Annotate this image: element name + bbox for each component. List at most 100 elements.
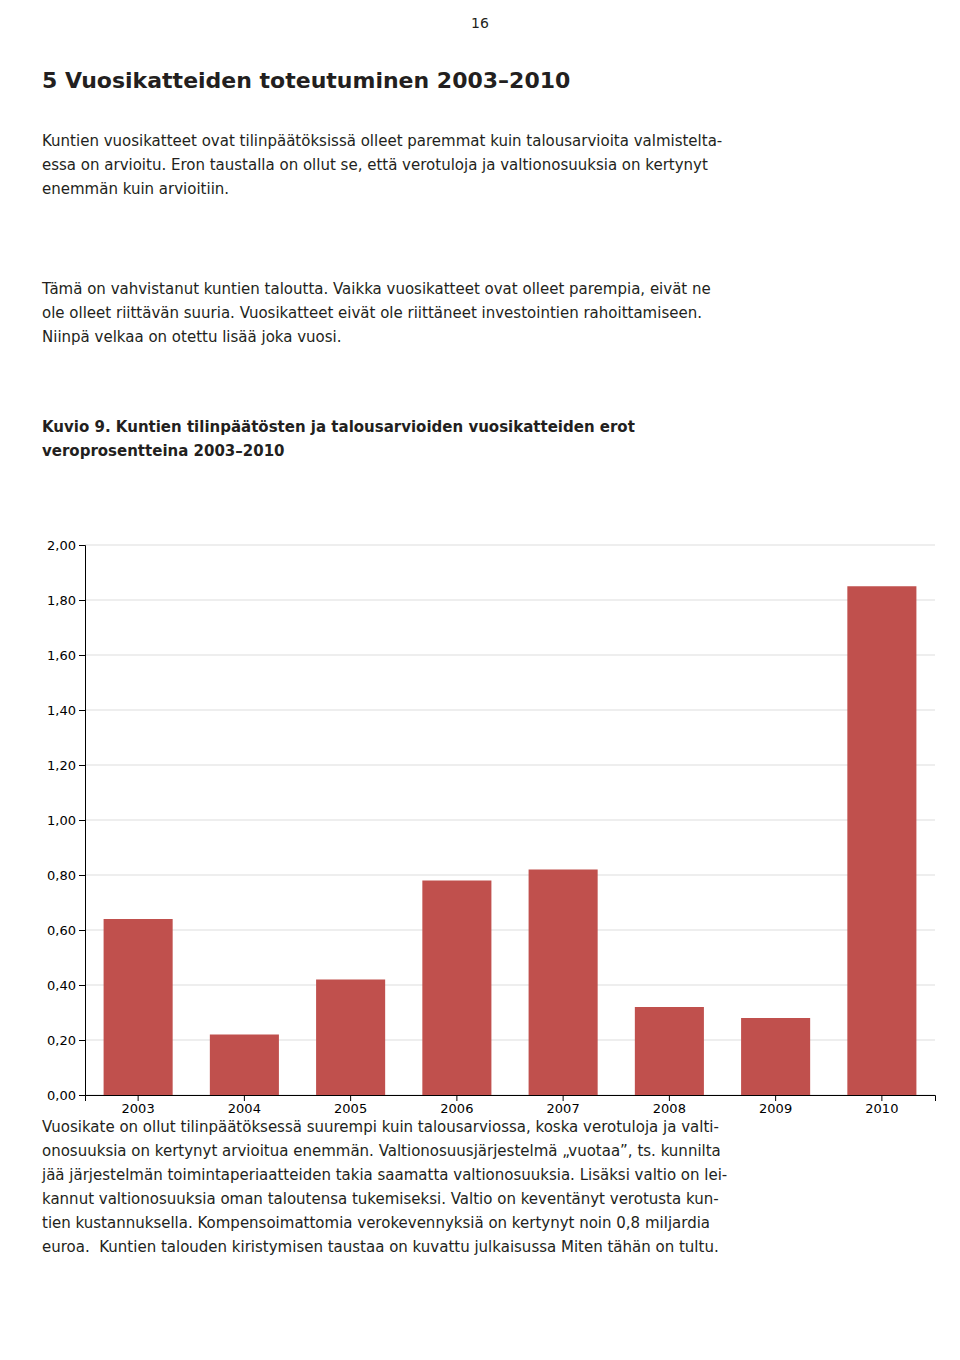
section-title: 5 Vuosikatteiden toteutuminen 2003–2010 [42, 68, 570, 93]
y-tick-mark [79, 1095, 85, 1096]
bars [104, 586, 917, 1095]
x-tick-mark [669, 1095, 670, 1101]
x-tick: 2003 [122, 1095, 155, 1116]
y-tick-label: 0,60 [47, 923, 76, 938]
paragraph-line: Kuntien vuosikatteet ovat tilinpäätöksis… [42, 132, 722, 150]
y-tick-label: 0,20 [47, 1033, 76, 1048]
paragraph-line: onosuuksia on kertynyt arvioitua enemmän… [42, 1142, 721, 1160]
x-tick-label: 2003 [122, 1101, 155, 1116]
page: 16 5 Vuosikatteiden toteutuminen 2003–201… [0, 0, 960, 1360]
grid-line [85, 545, 935, 546]
y-tick: 0,00 [47, 1088, 85, 1103]
x-tick: 2008 [653, 1095, 686, 1116]
y-tick-mark [79, 875, 85, 876]
y-tick-mark [79, 545, 85, 546]
x-tick-mark [563, 1095, 564, 1101]
bar [741, 1018, 810, 1095]
paragraph-line: Vuosikate on ollut tilinpäätöksessä suur… [42, 1118, 719, 1136]
y-tick-label: 2,00 [47, 538, 76, 553]
y-tick-label: 1,80 [47, 593, 76, 608]
grid-line [85, 710, 935, 711]
grid-line [85, 985, 935, 986]
paragraph-line: kannut valtionosuuksia oman taloutensa t… [42, 1190, 719, 1208]
y-tick-mark [79, 765, 85, 766]
y-tick: 0,60 [47, 923, 85, 938]
x-tick: 2009 [759, 1095, 792, 1116]
figure-caption-line: Kuvio 9. Kuntien tilinpäätösten ja talou… [42, 418, 635, 436]
paragraph: Vuosikate on ollut tilinpäätöksessä suur… [41, 1118, 727, 1256]
y-tick-mark [79, 655, 85, 656]
paragraph-line: ole olleet riittävän suuria. Vuosikattee… [42, 304, 702, 322]
paragraph-line: Niinpä velkaa on otettu lisää joka vuosi… [42, 328, 342, 346]
grid-line [85, 930, 935, 931]
x-tick-mark [775, 1095, 776, 1101]
paragraph-line: enemmän kuin arvioitiin. [42, 180, 229, 198]
y-tick-mark [79, 820, 85, 821]
grid-line [85, 600, 935, 601]
y-tick: 0,40 [47, 978, 85, 993]
grid-line [85, 875, 935, 876]
y-axis-line [79, 546, 86, 1096]
grid-line [85, 655, 935, 656]
y-tick: 2,00 [47, 538, 85, 553]
y-tick-label: 1,00 [47, 813, 76, 828]
y-tick-mark [79, 1040, 85, 1041]
x-tick: 2004 [228, 1095, 261, 1116]
y-tick: 1,40 [47, 703, 85, 718]
x-tick-label: 2006 [440, 1101, 473, 1116]
x-tick-label: 2009 [759, 1101, 792, 1116]
y-tick-label: 0,40 [47, 978, 76, 993]
bar [422, 881, 491, 1096]
y-tick-label: 1,60 [47, 648, 76, 663]
x-tick-label: 2010 [865, 1101, 898, 1116]
x-tick-label: 2008 [653, 1101, 686, 1116]
y-tick: 1,80 [47, 593, 85, 608]
y-tick-label: 0,80 [47, 868, 76, 883]
y-tick-label: 1,40 [47, 703, 76, 718]
grid [85, 545, 935, 1095]
x-axis: 2003 2004 2005 2006 2007 2008 2009 2010 [86, 1095, 936, 1116]
grid-line [85, 820, 935, 821]
paragraph-line: euroa. Kuntien talouden kiristymisen tau… [42, 1238, 719, 1256]
x-axis-line [86, 1096, 936, 1102]
y-tick-mark [79, 710, 85, 711]
y-axis: 0,00 0,20 0,40 0,60 0,80 1,00 1,20 1,40 1,60 1,80… [47, 538, 85, 1103]
y-tick: 0,20 [47, 1033, 85, 1048]
bar [104, 919, 173, 1095]
y-tick-label: 0,00 [47, 1088, 76, 1103]
y-tick: 1,00 [47, 813, 85, 828]
grid-line [85, 765, 935, 766]
x-tick-mark [881, 1095, 882, 1101]
x-tick-mark [350, 1095, 351, 1101]
x-tick: 2006 [440, 1095, 473, 1116]
x-tick: 2007 [547, 1095, 580, 1116]
y-tick: 1,20 [47, 758, 85, 773]
bar [316, 980, 385, 1096]
chart: 0,00 0,20 0,40 0,60 0,80 1,00 1,20 1,40 1,60 1,80… [47, 538, 935, 1117]
y-tick-mark [79, 600, 85, 601]
y-tick-mark [79, 930, 85, 931]
paragraph-line: Tämä on vahvistanut kuntien taloutta. Va… [41, 280, 711, 298]
x-tick-label: 2004 [228, 1101, 261, 1116]
x-tick: 2010 [865, 1095, 898, 1116]
paragraph: Tämä on vahvistanut kuntien taloutta. Va… [41, 280, 711, 346]
x-tick-mark [244, 1095, 245, 1101]
bar [635, 1007, 704, 1095]
y-tick-label: 1,20 [47, 758, 76, 773]
x-tick-mark [456, 1095, 457, 1101]
figure-caption: Kuvio 9. Kuntien tilinpäätösten ja talou… [42, 418, 635, 460]
x-tick-label: 2007 [547, 1101, 580, 1116]
paragraph-line: essa on arvioitu. Eron taustalla on ollu… [42, 156, 708, 174]
bar [529, 870, 598, 1096]
bar [847, 586, 916, 1095]
page-number: 16 [471, 15, 489, 31]
x-tick: 2005 [334, 1095, 367, 1116]
y-tick: 1,60 [47, 648, 85, 663]
y-tick-mark [79, 985, 85, 986]
paragraph-line: jää järjestelmän toimintaperiaatteiden t… [41, 1166, 727, 1184]
x-tick-mark [138, 1095, 139, 1101]
paragraph: Kuntien vuosikatteet ovat tilinpäätöksis… [42, 132, 722, 198]
y-tick: 0,80 [47, 868, 85, 883]
x-tick-label: 2005 [334, 1101, 367, 1116]
figure-caption-line: veroprosentteina 2003–2010 [42, 442, 285, 460]
